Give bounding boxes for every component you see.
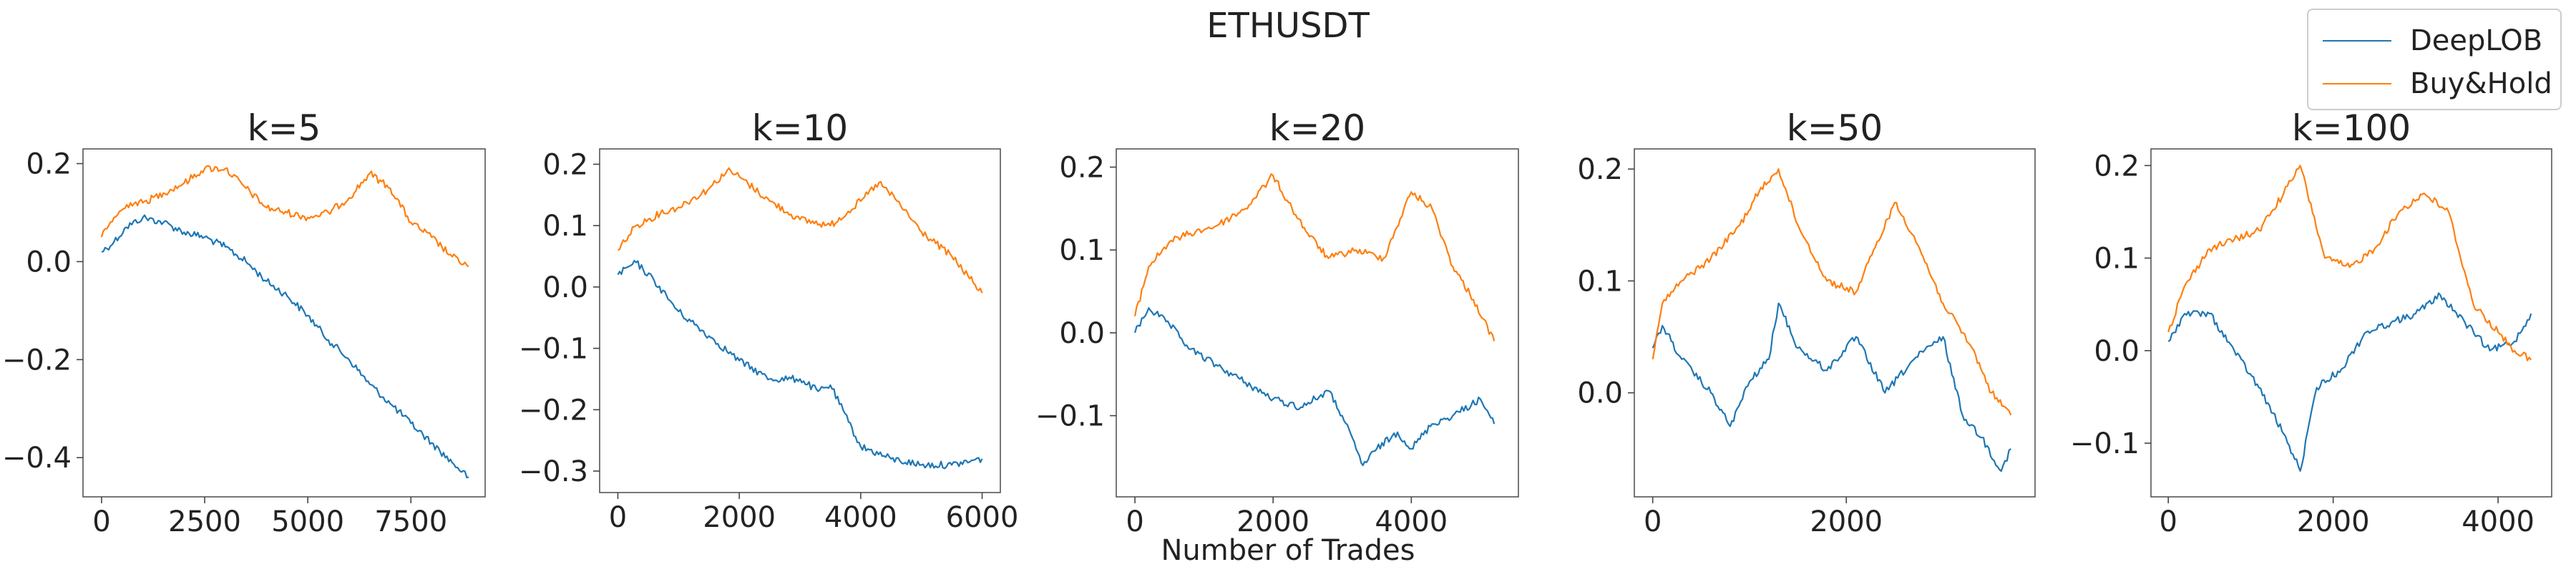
x-tick-label: 0 [1126, 505, 1143, 538]
x-tick-label: 0 [609, 501, 627, 534]
series-line-buyhold [1134, 173, 1496, 341]
legend-label-buyhold: Buy&Hold [2410, 67, 2552, 100]
y-tick-label: −0.1 [2070, 427, 2140, 460]
y-tick-label: 0.0 [542, 271, 588, 304]
subplot-k5: 0 2500 5000 7500 0.2 0.0 −0.2 −0.4 k=5 [2, 107, 486, 538]
legend-label-deeplob: DeepLOB [2410, 24, 2543, 57]
legend: DeepLOB Buy&Hold [2307, 9, 2562, 110]
x-tick-label: 2500 [168, 505, 241, 538]
x-tick-label: 5000 [271, 505, 344, 538]
y-tick-label: 0.2 [2094, 150, 2140, 183]
x-tick-label: 2000 [703, 501, 776, 534]
y-tick-label: 0.2 [542, 148, 588, 181]
y-tick-label: 0.0 [1577, 377, 1623, 410]
plot-frame [1634, 148, 2036, 498]
subplot-k10: 0 2000 4000 6000 0.2 0.1 0.0 −0.1 −0.2 −0.3 k=10 [519, 107, 1019, 534]
subplot-title: k=20 [1269, 107, 1365, 149]
series-line-deeplob [1134, 307, 1496, 467]
y-tick-label: −0.2 [519, 394, 588, 427]
series-line-deeplob [617, 260, 983, 470]
x-axis-label: Number of Trades [1161, 534, 1415, 567]
series-line-deeplob [101, 214, 469, 479]
plot-frame [599, 148, 1001, 493]
plot-frame [82, 148, 486, 498]
y-tick-label: 0.2 [26, 148, 72, 181]
y-tick-label: −0.1 [519, 333, 588, 366]
subplot-title: k=100 [2292, 107, 2411, 149]
legend-item-deeplob: DeepLOB [2323, 23, 2542, 59]
y-tick-label: 0.1 [2094, 243, 2140, 276]
y-tick-label: −0.4 [2, 442, 72, 475]
y-tick-label: 0.2 [1059, 151, 1105, 184]
y-tick-label: −0.3 [519, 455, 588, 488]
x-tick-label: 6000 [946, 501, 1019, 534]
x-tick-label: 4000 [824, 501, 897, 534]
series-line-buyhold [618, 167, 983, 294]
y-tick-label: 0.1 [1577, 265, 1623, 298]
subplot-k100: 0 2000 4000 0.2 0.1 0.0 −0.1 k=100 [2070, 107, 2552, 538]
y-tick-label: −0.2 [2, 344, 72, 377]
y-tick-label: 0.2 [1577, 153, 1623, 186]
x-tick-label: 2000 [2297, 505, 2370, 538]
x-tick-label: 4000 [2462, 505, 2534, 538]
subplot-k50: 0 2000 0.2 0.1 0.0 k=50 [1577, 107, 2036, 538]
y-tick-label: 0.1 [1059, 234, 1105, 267]
series-line-buyhold [100, 165, 469, 268]
legend-swatch-buyhold [2323, 83, 2391, 84]
x-tick-label: 0 [1644, 505, 1662, 538]
series-line-buyhold [1652, 168, 2012, 416]
x-tick-label: 7500 [374, 505, 447, 538]
subplot-k20: 0 2000 4000 0.2 0.1 0.0 −0.1 k=20 [1035, 107, 1519, 538]
figure-title: ETHUSDT [1206, 6, 1370, 46]
x-tick-label: 0 [2159, 505, 2177, 538]
y-tick-label: 0.0 [2094, 335, 2140, 368]
legend-swatch-deeplob [2323, 40, 2391, 42]
series-line-deeplob [1652, 302, 2011, 472]
plot-frame [2150, 148, 2552, 498]
y-tick-label: 0.0 [26, 246, 72, 278]
y-tick-label: −0.1 [1035, 400, 1105, 433]
series-line-deeplob [2167, 292, 2532, 472]
x-tick-label: 4000 [1375, 505, 1448, 538]
x-tick-label: 0 [92, 505, 110, 538]
x-tick-label: 2000 [1236, 505, 1309, 538]
subplot-title: k=5 [248, 107, 321, 149]
plot-frame [1116, 148, 1519, 498]
legend-item-buyhold: Buy&Hold [2323, 66, 2552, 102]
series-line-buyhold [2167, 165, 2532, 362]
y-tick-label: 0.1 [542, 210, 588, 243]
y-tick-label: 0.0 [1059, 317, 1105, 350]
x-tick-label: 2000 [1810, 505, 1883, 538]
subplot-title: k=10 [752, 107, 848, 149]
subplot-title: k=50 [1787, 107, 1883, 149]
